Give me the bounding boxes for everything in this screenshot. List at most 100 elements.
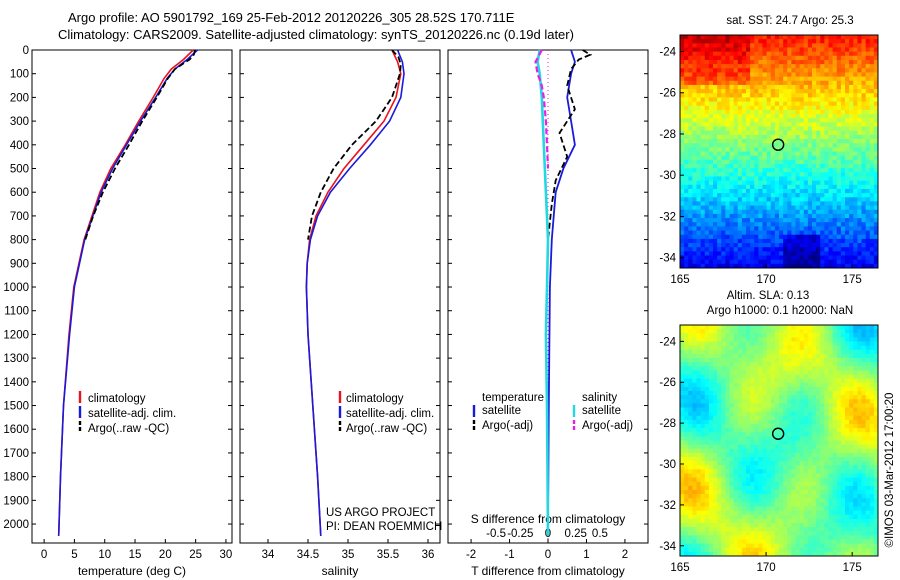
map-cell xyxy=(708,126,714,132)
map-cell xyxy=(779,43,784,48)
map-cell xyxy=(845,43,850,48)
map-cell xyxy=(688,134,693,140)
map-cell xyxy=(861,469,867,474)
map-cell xyxy=(816,84,821,90)
map-cell xyxy=(849,184,854,190)
map-cell xyxy=(770,230,776,236)
map-cell xyxy=(836,494,842,499)
map-cell xyxy=(680,201,685,206)
map-cell xyxy=(696,448,702,454)
map-cell xyxy=(729,55,735,61)
map-cell xyxy=(766,222,772,227)
map-cell xyxy=(849,461,854,466)
map-cell xyxy=(708,51,714,57)
map-cell xyxy=(861,172,867,177)
map-cell xyxy=(849,391,854,396)
map-cell xyxy=(758,109,763,115)
map-cell xyxy=(832,255,838,261)
map-cell xyxy=(828,358,834,363)
map-cell xyxy=(861,329,867,334)
map-cell xyxy=(770,251,776,256)
map-cell xyxy=(754,122,759,127)
map-cell xyxy=(750,59,755,65)
map-cell xyxy=(700,444,706,450)
map-cell xyxy=(807,64,813,69)
map-cell xyxy=(861,411,867,417)
map-cell xyxy=(849,151,854,157)
map-cell xyxy=(733,473,739,479)
map-cell xyxy=(824,411,829,417)
map-cell xyxy=(816,465,821,470)
map-cell xyxy=(783,473,788,479)
map-cell xyxy=(692,415,697,421)
map-cell xyxy=(721,180,726,186)
map-cell xyxy=(861,358,867,363)
map-cell xyxy=(795,93,801,98)
map-cell xyxy=(746,168,751,173)
map-cell xyxy=(828,469,834,474)
map-cell xyxy=(684,89,689,94)
map-cell xyxy=(791,247,796,252)
map-cell xyxy=(766,168,772,173)
map-cell xyxy=(692,444,697,450)
map-cell xyxy=(783,134,788,140)
map-cell xyxy=(766,473,772,479)
map-cell xyxy=(696,481,702,487)
map-cell xyxy=(758,201,763,206)
map-cell xyxy=(865,109,871,115)
map-cell xyxy=(861,80,867,86)
map-cell xyxy=(799,218,805,223)
map-cell xyxy=(861,93,867,98)
map-cell xyxy=(688,341,693,347)
map-cell xyxy=(779,234,784,240)
map-cell xyxy=(787,47,792,53)
map-cell xyxy=(733,68,739,73)
map-cell xyxy=(840,97,846,102)
map-cell xyxy=(700,155,706,161)
map-cell xyxy=(807,329,813,334)
map-cell xyxy=(741,419,747,425)
map-cell xyxy=(754,97,759,102)
map-cell xyxy=(840,193,846,198)
map-cell xyxy=(840,84,846,90)
map-cell xyxy=(746,89,751,94)
map-cell xyxy=(721,457,726,462)
map-cell xyxy=(762,89,768,94)
map-cell xyxy=(795,349,801,355)
map-cell xyxy=(832,126,838,132)
map-cell xyxy=(849,386,854,392)
map-cell xyxy=(845,329,850,334)
map-cell xyxy=(713,366,718,371)
sal-diff-tick-label: 0.25 xyxy=(564,528,586,540)
map-cell xyxy=(812,168,817,173)
map-cell xyxy=(836,329,842,334)
map-cell xyxy=(849,329,854,334)
map-cell xyxy=(700,234,706,240)
map-cell xyxy=(853,382,858,388)
map-cell xyxy=(873,333,879,338)
map-cell xyxy=(713,226,718,231)
map-cell xyxy=(758,370,763,375)
map-cell xyxy=(688,197,693,202)
map-cell xyxy=(865,39,871,44)
map-cell xyxy=(758,469,763,474)
map-cell xyxy=(865,72,871,78)
map-cell xyxy=(717,234,722,240)
map-cell xyxy=(770,374,776,380)
sal-diff-tick-label: -0.5 xyxy=(486,528,506,540)
map-cell xyxy=(836,378,842,384)
map-cell xyxy=(762,130,768,136)
map-cell xyxy=(717,139,722,144)
map-cell xyxy=(873,101,879,107)
map-cell xyxy=(766,251,772,256)
map-cell xyxy=(807,51,813,57)
map-cell xyxy=(849,362,854,367)
map-cell xyxy=(750,143,755,148)
map-cell xyxy=(766,59,772,65)
map-cell xyxy=(812,411,817,417)
map-cell xyxy=(865,226,871,231)
map-cell xyxy=(779,465,784,470)
map-cell xyxy=(770,255,776,261)
map-cell xyxy=(787,172,792,177)
